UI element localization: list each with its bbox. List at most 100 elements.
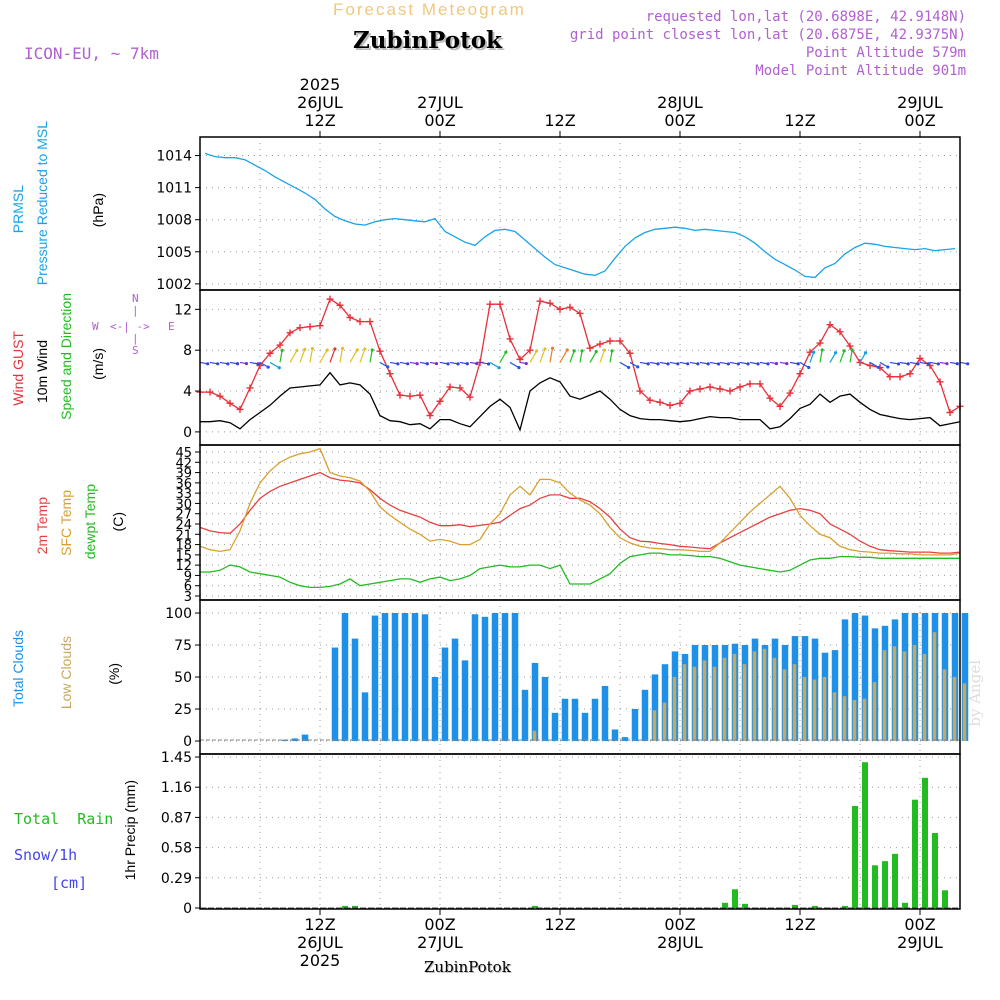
wind-arrow: [609, 350, 613, 363]
gust-marker: [696, 385, 704, 393]
gust-marker: [296, 324, 304, 332]
top-tick-label: 27JUL: [417, 93, 463, 112]
gust-marker: [486, 300, 494, 308]
gust-marker: [756, 380, 764, 388]
gust-marker: [376, 347, 384, 355]
total-cloud-bar: [841, 619, 849, 741]
low-cloud-bar: [942, 669, 947, 741]
wind-arrowhead: [646, 362, 650, 366]
gust-marker: [506, 335, 514, 343]
gust-marker: [866, 362, 874, 370]
wind-arrowhead: [280, 348, 284, 352]
low-cloud-bar: [712, 666, 717, 741]
wind-arrowhead: [627, 365, 631, 370]
low-cloud-bar: [912, 645, 917, 741]
wind-arrow: [559, 349, 568, 363]
top-tick-label: 12Z: [544, 111, 575, 130]
low-cloud-bar: [752, 651, 757, 741]
low-cloud-bar: [672, 677, 677, 741]
wind-arrowhead: [594, 350, 598, 354]
wind-arrowhead: [370, 348, 374, 352]
wind-arrow: [529, 350, 538, 363]
credit-watermark: by Angel: [966, 660, 984, 727]
label-speed-direction: Speed and Direction: [58, 293, 74, 420]
pressure-ytick-label: 1011: [156, 181, 192, 197]
wind-arrow: [279, 350, 283, 363]
pressure-ytick-label: 1005: [156, 245, 192, 261]
prmsl-line: [204, 152, 956, 279]
rain-bar: [792, 904, 798, 908]
requested-coordinates: requested lon,lat (20.6898E, 42.9148N): [645, 9, 966, 25]
wind-arrowhead: [955, 362, 959, 366]
wind-arrowhead: [696, 362, 700, 366]
wind-arrowhead: [310, 346, 315, 351]
pressure-ytick-label: 1008: [156, 213, 192, 229]
gust-marker: [496, 300, 504, 308]
pressure-ytick-label: 1014: [156, 149, 192, 165]
gust-marker: [456, 384, 464, 392]
top-tick-label: 2025: [300, 75, 341, 94]
gust-marker: [916, 354, 924, 362]
clouds-ytick-label: 25: [174, 702, 192, 718]
wind-arrowhead: [736, 362, 740, 366]
compass-hline: <-| ->: [110, 320, 150, 333]
total-cloud-bar: [501, 613, 509, 741]
compass-e: E: [168, 320, 175, 333]
gust-marker: [426, 412, 434, 420]
total-cloud-bar: [341, 613, 349, 741]
total-cloud-bar: [561, 698, 569, 741]
gust-marker: [386, 370, 394, 378]
rain-bar: [932, 833, 938, 908]
total-cloud-bar: [471, 614, 479, 741]
bottom-tick-label: 00Z: [424, 915, 455, 934]
low-cloud-bar: [792, 664, 797, 741]
low-cloud-bar: [932, 632, 937, 741]
gust-marker: [536, 297, 544, 305]
wind-arrowhead: [666, 362, 670, 366]
gust-marker: [206, 388, 214, 396]
total-cloud-bar: [521, 689, 529, 741]
dew-line: [200, 552, 960, 589]
gust-marker: [436, 397, 444, 405]
temperature-ytick-label: 39: [175, 467, 192, 482]
wind-arrowhead: [303, 347, 307, 351]
wind-arrow: [509, 361, 520, 369]
gust-marker: [826, 321, 834, 329]
wind-arrowhead: [244, 361, 249, 366]
wind-arrowhead: [355, 348, 359, 352]
wind-arrowhead: [333, 347, 337, 351]
gust-marker: [316, 322, 324, 330]
wind-arrowhead: [295, 348, 299, 353]
rain-bar: [862, 762, 868, 908]
wind-arrow: [539, 348, 546, 363]
clouds-ytick-label: 50: [174, 670, 192, 686]
gust-marker: [556, 305, 564, 313]
low-cloud-bar: [952, 677, 957, 741]
wind-arrow: [859, 352, 867, 363]
wind-arrowhead: [456, 362, 460, 366]
gust-marker: [416, 391, 424, 399]
compass-vline-top: |: [132, 304, 139, 317]
rain-bar: [942, 890, 948, 908]
temperature-ytick-label: 12: [175, 559, 192, 574]
wind-arrowhead: [785, 362, 789, 366]
temperature-ytick-label: 30: [175, 497, 192, 512]
total-cloud-bar: [351, 638, 359, 741]
total-cloud-bar: [461, 660, 469, 741]
wind-arrowhead: [266, 365, 270, 369]
wind-arrowhead: [636, 365, 640, 369]
low-cloud-bar: [902, 651, 907, 741]
rain-bar: [342, 905, 348, 908]
gust-marker: [846, 342, 854, 350]
temperature-ytick-label: 6: [184, 580, 192, 595]
wind-arrowhead: [386, 365, 390, 369]
wind-arrow: [589, 351, 597, 363]
temperature-ytick-label: 27: [175, 508, 192, 523]
total-cloud-bar: [301, 734, 309, 741]
bottom-tick-label: 29JUL: [897, 933, 943, 952]
wind-arrowhead: [906, 362, 910, 366]
total-cloud-bar: [551, 712, 559, 741]
wind-arrowhead: [256, 362, 260, 366]
wind-arrowhead: [896, 362, 901, 366]
wind-arrowhead: [550, 346, 555, 350]
